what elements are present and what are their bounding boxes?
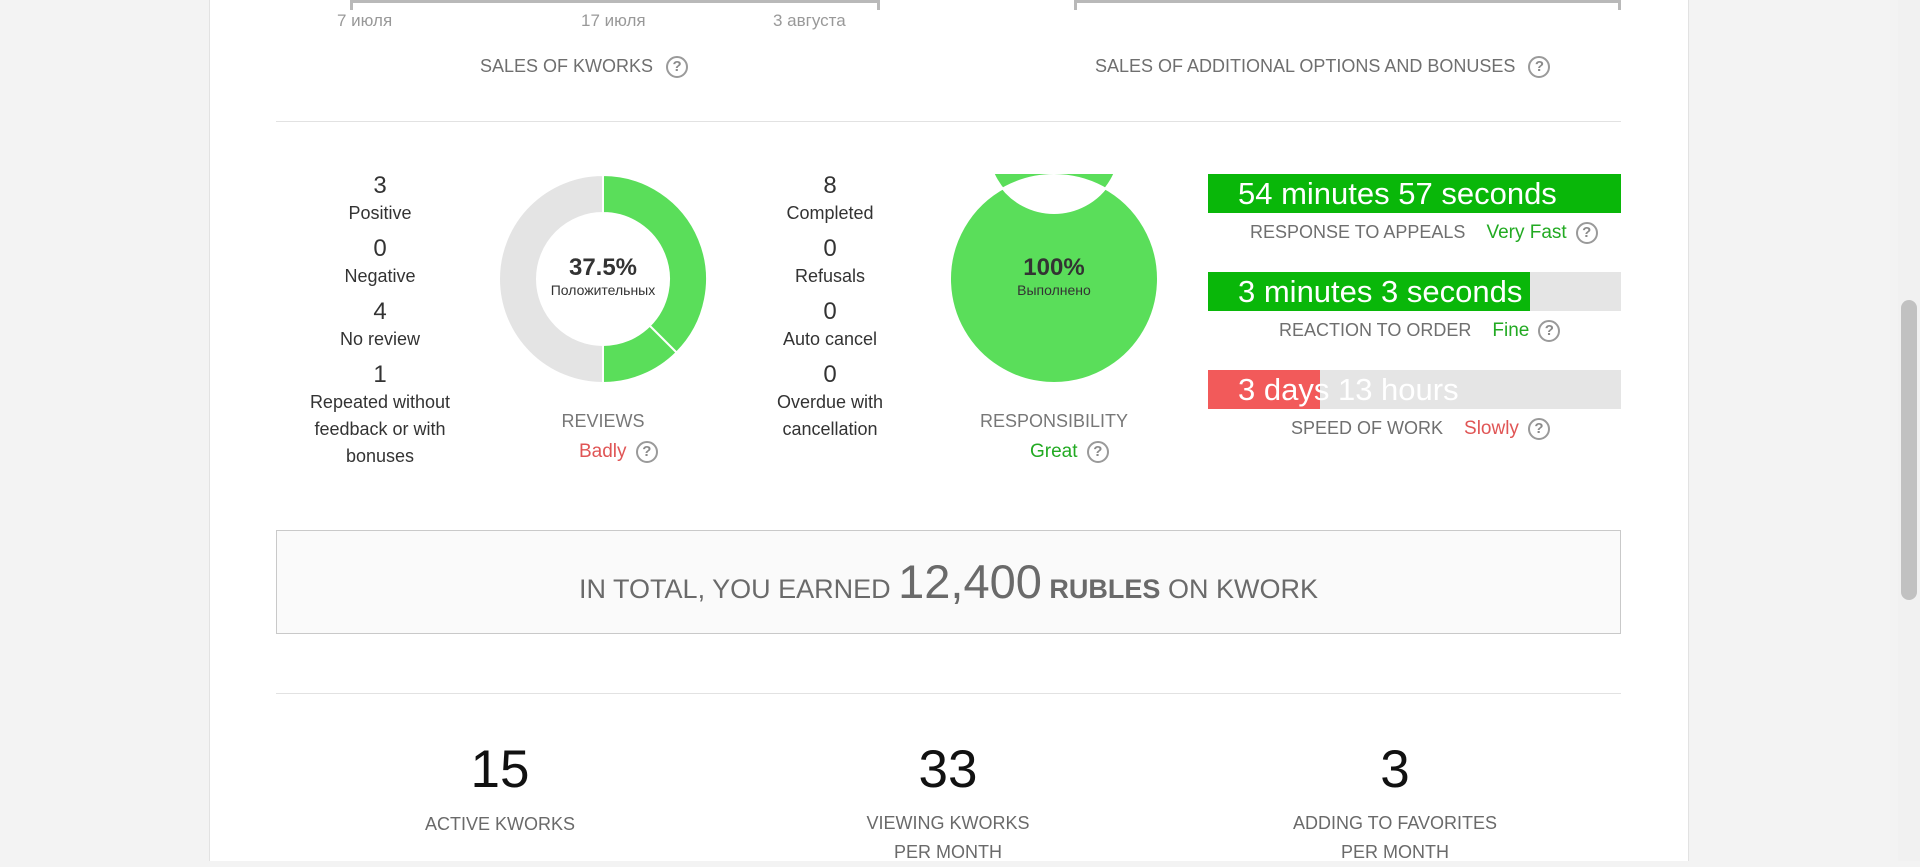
x-tick-label: 17 июля <box>581 11 646 30</box>
options-chart-axis <box>1074 0 1621 3</box>
section-divider <box>276 121 1621 122</box>
reviews-caption: REVIEWS <box>561 411 645 431</box>
page-scrollbar[interactable] <box>1898 0 1920 861</box>
donut-percent: 37.5% <box>568 254 638 281</box>
rating-value: Badly <box>579 441 627 463</box>
reviews-donut-chart <box>498 174 708 384</box>
options-sales-title: SALES OF ADDITIONAL OPTIONS AND BONUSES … <box>1095 56 1551 79</box>
metric-bar: 3 days 13 hours <box>1208 370 1621 409</box>
total-currency: RUBLES <box>1049 574 1161 604</box>
help-icon[interactable]: ? <box>1538 320 1561 343</box>
donut-segment <box>498 174 604 384</box>
total-earned-banner: IN TOTAL, YOU EARNED 12,400 RUBLES ON KW… <box>276 530 1621 634</box>
stat-value: 0 <box>823 235 837 262</box>
responsibility-donut-chart <box>949 174 1159 384</box>
kpi-label: ADDING TO FAVORITES PER MONTH <box>1292 813 1498 862</box>
stat-completed: 8 Completed <box>745 172 915 227</box>
donut-segment <box>949 174 1159 384</box>
axis-tick <box>1074 0 1077 10</box>
kworks-sales-title-text: SALES OF KWORKS <box>480 56 654 76</box>
help-icon[interactable]: ? <box>635 441 658 463</box>
responsibility-rating: Great ? <box>1030 441 1109 463</box>
stat-refusals: 0 Refusals <box>745 235 915 290</box>
kpi-label: ACTIVE KWORKS <box>424 814 576 834</box>
metric-caption: REACTION TO ORDER <box>1279 320 1472 340</box>
metric-caption: RESPONSE TO APPEALS <box>1250 222 1466 242</box>
stat-no-review: 4 No review <box>290 298 470 353</box>
metric-bar: 3 minutes 3 seconds <box>1208 272 1621 311</box>
stat-positive: 3 Positive <box>290 172 470 227</box>
section-divider <box>276 693 1621 694</box>
stat-value: 0 <box>823 361 837 388</box>
donut-segment <box>602 174 708 354</box>
total-amount: 12,400 <box>898 555 1042 608</box>
responsibility-donut-center: 100% Выполнено <box>954 254 1154 298</box>
donut-percent: 100% <box>1023 254 1085 281</box>
axis-tick <box>1618 0 1621 10</box>
scrollbar-thumb[interactable] <box>1901 300 1917 600</box>
stat-value: 0 <box>823 298 837 325</box>
metric-caption: SPEED OF WORK <box>1291 418 1444 438</box>
metric-rating: Slowly <box>1464 418 1519 439</box>
kpi-value: 3 <box>1380 740 1410 799</box>
kpi-value: 33 <box>918 740 978 799</box>
metric-bar-fill <box>1208 174 1621 213</box>
metric-bar-text: 54 minutes 57 seconds <box>1238 176 1557 211</box>
metric-bar-text: 3 minutes 3 seconds <box>1238 274 1523 309</box>
donut-subtitle: Положительных <box>550 282 656 298</box>
stat-value: 3 <box>373 172 387 199</box>
metric-rating: Fine <box>1492 320 1530 341</box>
reviews-rating: Badly ? <box>579 441 658 463</box>
kpi-value: 15 <box>470 740 530 799</box>
kpi-label: VIEWING KWORKS PER MONTH <box>866 813 1030 862</box>
stat-negative: 0 Negative <box>290 235 470 290</box>
metric-caption-row: SPEED OF WORK Slowly ? <box>1291 418 1550 441</box>
stat-label: Auto cancel <box>782 329 878 349</box>
kworks-chart-axis <box>350 0 880 3</box>
stat-label: Completed <box>786 203 874 223</box>
metric-bar-fill <box>1208 272 1531 311</box>
kworks-sales-title: SALES OF KWORKS ? <box>480 56 689 79</box>
help-icon[interactable]: ? <box>1575 222 1598 245</box>
stat-auto-cancel: 0 Auto cancel <box>745 298 915 353</box>
help-icon[interactable]: ? <box>1527 418 1550 441</box>
stat-label: No review <box>339 329 421 349</box>
axis-tick <box>877 0 880 10</box>
total-suffix: ON KWORK <box>1167 574 1318 604</box>
x-tick-label: 3 августа <box>773 11 846 30</box>
metric-rating: Very Fast <box>1486 222 1567 243</box>
stat-label: Repeated without feedback or with bonuse… <box>309 392 451 466</box>
options-sales-title-text: SALES OF ADDITIONAL OPTIONS AND BONUSES <box>1095 56 1516 76</box>
kpi-active-kworks: 15 ACTIVE KWORKS <box>350 740 650 839</box>
help-icon[interactable]: ? <box>666 56 689 79</box>
axis-tick <box>350 0 353 10</box>
stat-repeated: 1 Repeated without feedback or with bonu… <box>290 361 470 470</box>
help-icon[interactable]: ? <box>1528 56 1551 79</box>
stat-label: Overdue with cancellation <box>776 392 884 439</box>
metric-bar-text: 3 days 13 hours <box>1238 372 1459 407</box>
reviews-donut-center: 37.5% Положительных <box>503 254 703 298</box>
total-prefix: IN TOTAL, YOU EARNED <box>579 574 891 604</box>
metric-bar-fill <box>1208 370 1320 409</box>
x-tick-label: 7 июля <box>337 11 393 30</box>
kpi-adding-favorites: 3 ADDING TO FAVORITES PER MONTH <box>1245 740 1545 867</box>
stat-overdue: 0 Overdue with cancellation <box>745 361 915 443</box>
stat-value: 1 <box>373 361 387 388</box>
stat-label: Positive <box>348 203 412 223</box>
help-icon[interactable]: ? <box>1086 441 1109 463</box>
stat-value: 4 <box>373 298 387 325</box>
stat-value: 8 <box>823 172 837 199</box>
statistics-card <box>209 0 1689 861</box>
metric-bar: 54 minutes 57 seconds <box>1208 174 1621 213</box>
responsibility-caption: RESPONSIBILITY <box>979 411 1129 431</box>
metric-caption-row: RESPONSE TO APPEALS Very Fast ? <box>1250 222 1598 245</box>
stat-label: Refusals <box>794 266 866 286</box>
donut-subtitle: Выполнено <box>1017 282 1091 298</box>
kpi-viewing-kworks: 33 VIEWING KWORKS PER MONTH <box>798 740 1098 867</box>
stat-value: 0 <box>373 235 387 262</box>
rating-value: Great <box>1030 441 1078 463</box>
metric-caption-row: REACTION TO ORDER Fine ? <box>1279 320 1561 343</box>
stat-label: Negative <box>344 266 416 286</box>
